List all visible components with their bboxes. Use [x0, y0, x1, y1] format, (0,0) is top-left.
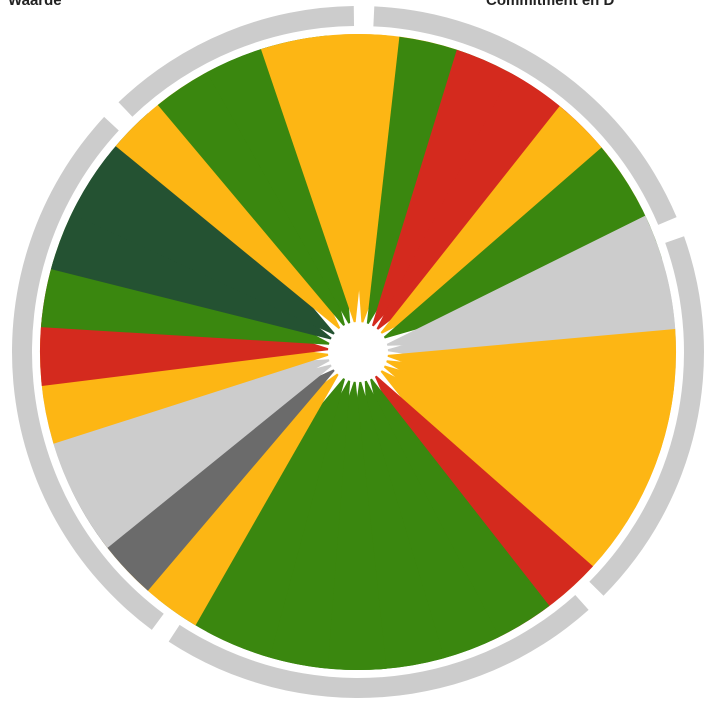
- segment-red-g3-1[interactable]: [374, 375, 593, 641]
- segment-orange-g5-4[interactable]: [260, 33, 387, 323]
- group-ring-arc-1[interactable]: [373, 6, 677, 225]
- segments-group: [40, 33, 677, 671]
- group-ring-arc-5[interactable]: [118, 6, 355, 117]
- segment-grey-g4-3[interactable]: [50, 364, 332, 548]
- segment-orange-g1-5[interactable]: [380, 106, 640, 334]
- group-ring-arc-3[interactable]: [168, 595, 589, 698]
- segment-dark-green-g4-9[interactable]: [71, 113, 335, 335]
- segment-orange-g2-6[interactable]: [380, 370, 640, 598]
- outer-ring-group: [12, 6, 704, 698]
- group-ring-arc-2[interactable]: [589, 236, 704, 596]
- group-label-commitment: Commitment en D: [486, 0, 615, 9]
- group-ring-arc-4[interactable]: [12, 116, 164, 630]
- segment-orange-g5-1[interactable]: [115, 67, 341, 330]
- segment-green-g1-6[interactable]: [383, 147, 662, 339]
- segment-green-g3-2[interactable]: [370, 378, 550, 661]
- group-label-waarde: Waarde: [8, 0, 62, 9]
- center-hub: [330, 324, 386, 380]
- segment-dark-grey-g4-2[interactable]: [71, 369, 335, 591]
- segment-green-g5-2[interactable]: [157, 46, 345, 326]
